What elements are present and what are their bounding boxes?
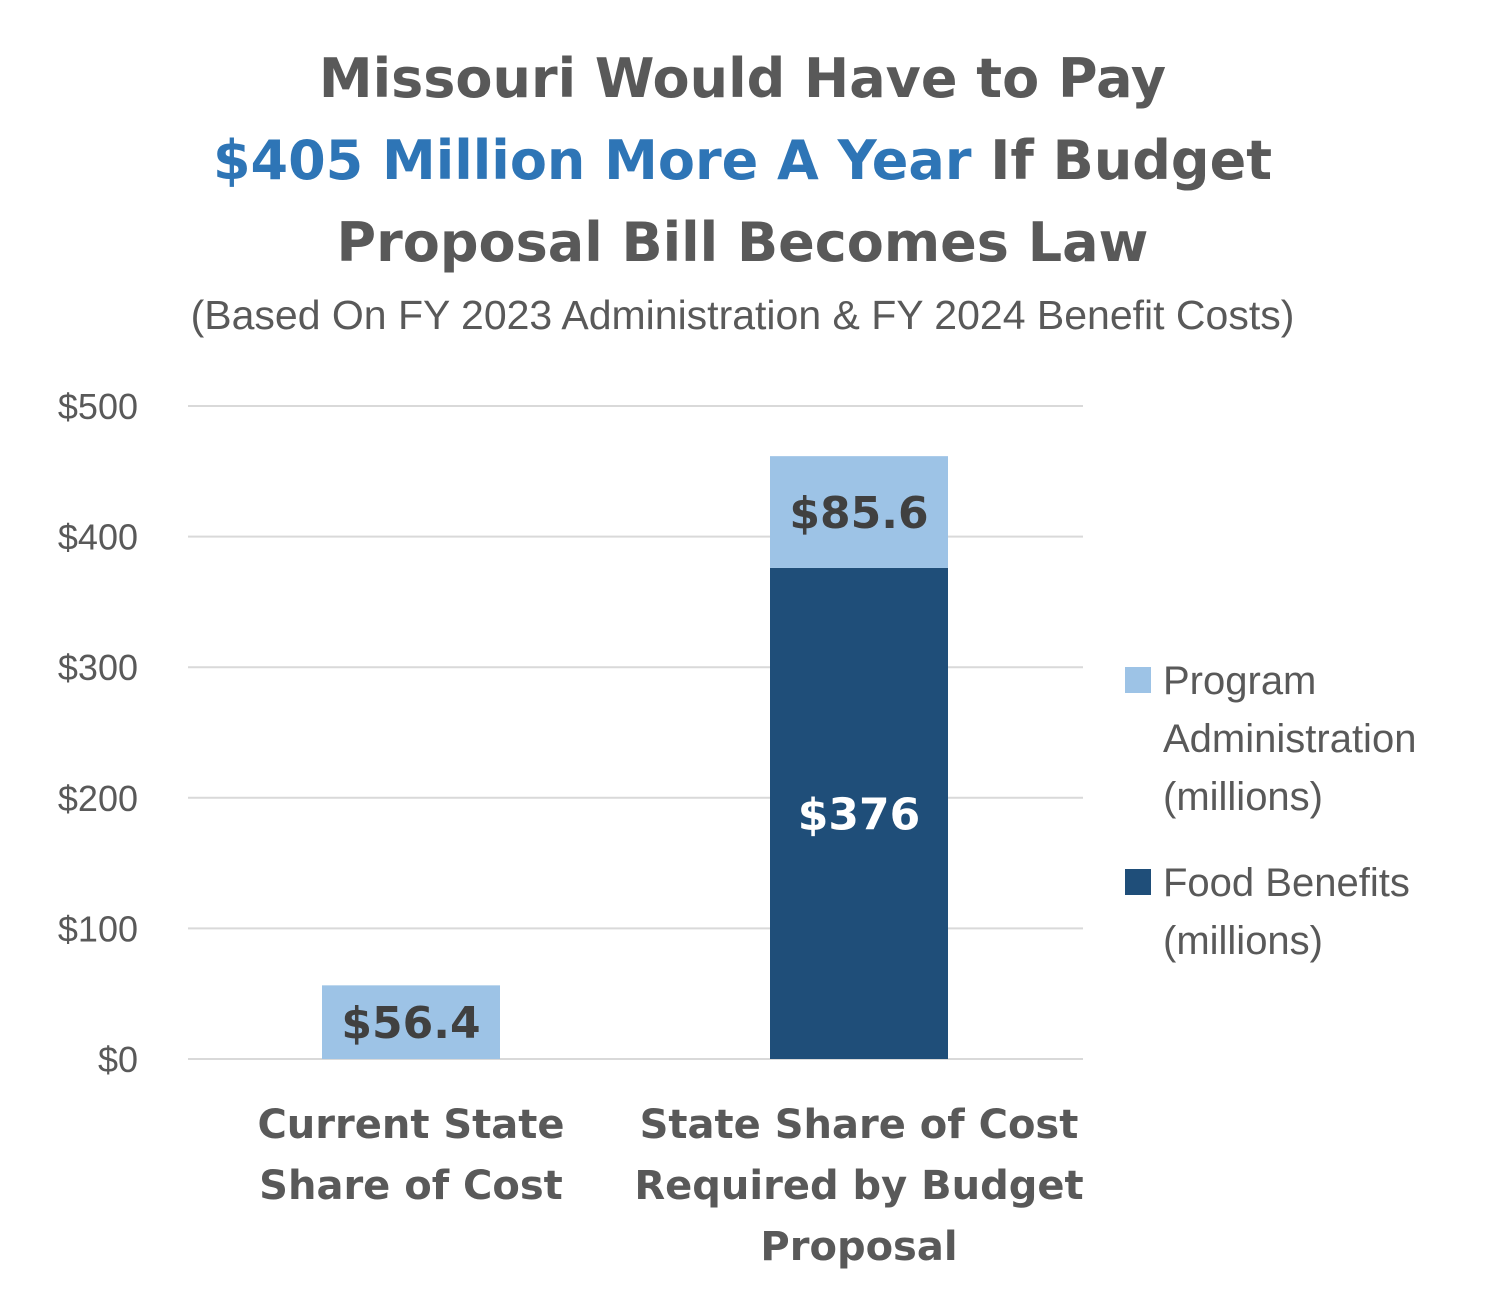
legend-label-program-administration-1: Program bbox=[1163, 659, 1317, 703]
chart-subtitle: (Based On FY 2023 Administration & FY 20… bbox=[190, 292, 1295, 338]
title-highlight: $405 Million More A Year bbox=[212, 129, 972, 192]
title-line-3: Proposal Bill Becomes Law bbox=[336, 211, 1149, 274]
y-tick-label: $400 bbox=[58, 517, 138, 558]
bar-segment bbox=[770, 456, 948, 568]
legend-label-program-administration-3: (millions) bbox=[1163, 775, 1323, 819]
data-label: $85.6 bbox=[789, 488, 928, 539]
category-label: Share of Cost bbox=[259, 1163, 563, 1209]
bar-segment bbox=[322, 985, 500, 1059]
legend-label-program-administration-2: Administration bbox=[1163, 717, 1417, 761]
chart-title: Missouri Would Have to Pay $405 Million … bbox=[0, 38, 1485, 284]
y-tick-label: $300 bbox=[58, 647, 138, 688]
category-label: State Share of Cost bbox=[640, 1102, 1079, 1148]
bar-segment bbox=[770, 567, 948, 1059]
y-tick-label: $100 bbox=[58, 908, 138, 949]
legend-label-food-benefits-1: Food Benefits bbox=[1163, 861, 1410, 905]
legend-swatch-food-benefits bbox=[1125, 869, 1151, 895]
legend-label-food-benefits-2: (millions) bbox=[1163, 919, 1323, 963]
title-line-2-rest: If Budget bbox=[971, 129, 1273, 192]
title-line-1: Missouri Would Have to Pay bbox=[318, 47, 1167, 110]
legend-item-food-benefits: Food Benefits (millions) bbox=[1125, 854, 1475, 970]
y-tick-label: $500 bbox=[58, 386, 138, 427]
y-tick-label: $0 bbox=[98, 1039, 138, 1080]
category-label: Required by Budget bbox=[634, 1163, 1083, 1209]
chart-legend: Program Administration (millions) Food B… bbox=[1125, 652, 1475, 998]
legend-item-program-administration: Program Administration (millions) bbox=[1125, 652, 1475, 826]
category-label: Proposal bbox=[760, 1224, 957, 1270]
category-label: Current State bbox=[257, 1102, 564, 1148]
data-label: $376 bbox=[798, 789, 920, 840]
legend-swatch-program-administration bbox=[1125, 667, 1151, 693]
data-label: $56.4 bbox=[341, 998, 480, 1049]
y-tick-label: $200 bbox=[58, 778, 138, 819]
title-line-2: $405 Million More A Year If Budget bbox=[0, 120, 1485, 202]
